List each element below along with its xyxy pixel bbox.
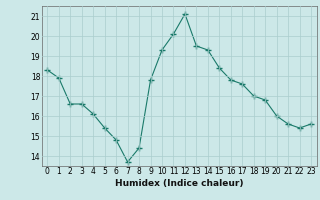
X-axis label: Humidex (Indice chaleur): Humidex (Indice chaleur) <box>115 179 244 188</box>
